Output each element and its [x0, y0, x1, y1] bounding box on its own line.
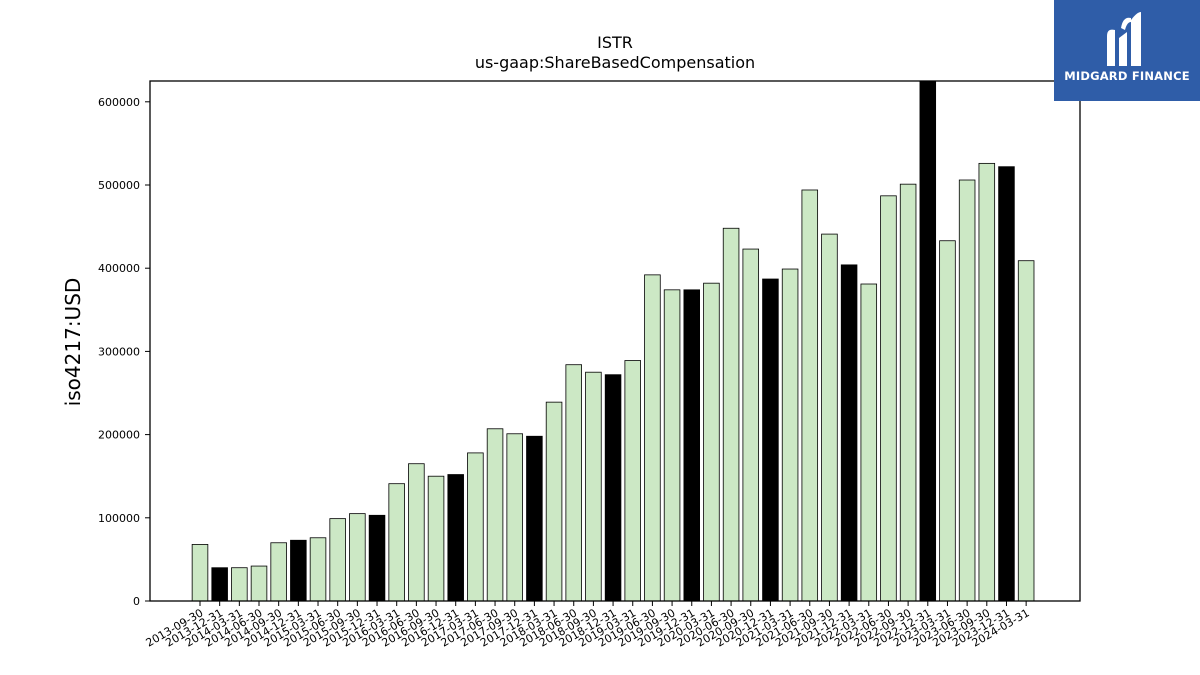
midgard-finance-logo: MIDGARD FINANCE — [1054, 0, 1200, 101]
bar-2020-03-31 — [703, 282, 720, 602]
y-tick-label: 0 — [133, 595, 140, 608]
bars-group — [191, 81, 1035, 602]
bar-2023-06-30 — [958, 179, 976, 602]
bar-2017-03-31 — [467, 452, 484, 602]
bar-2017-06-30 — [486, 428, 504, 602]
y-tick-label: 600000 — [98, 96, 140, 109]
bar-2015-06-30 — [329, 518, 346, 602]
bar-2014-06-30 — [250, 565, 268, 602]
bar-2020-09-30 — [742, 248, 760, 602]
x-ticks-group: 2013-09-302013-12-312014-03-312014-06-30… — [144, 601, 1032, 650]
y-tick-label: 500000 — [98, 179, 140, 192]
bar-2019-09-30 — [663, 289, 681, 602]
bar-2018-03-31 — [545, 401, 563, 602]
bar-2016-03-31 — [388, 483, 405, 602]
bar-2020-12-31 — [762, 278, 779, 602]
y-ticks-group: 0 100000 200000 300000 400000 500000 600000 — [98, 96, 150, 608]
bar-2018-12-31 — [604, 374, 622, 602]
y-tick-label: 100000 — [98, 512, 140, 525]
bar-2022-09-30 — [899, 183, 917, 602]
bar-2023-12-31 — [998, 166, 1015, 602]
plot-frame — [149, 80, 1081, 602]
bar-2024-03-31 — [1017, 260, 1035, 602]
bar-2023-09-30 — [978, 162, 996, 602]
bar-2017-09-30 — [506, 433, 523, 602]
chart-subtitle: us-gaap:ShareBasedCompensation — [475, 53, 755, 72]
bar-2021-06-30 — [801, 189, 819, 602]
bar-2021-12-31 — [840, 264, 858, 602]
bar-2013-09-30 — [191, 544, 209, 602]
bar-2015-12-31 — [368, 514, 386, 602]
bar-2014-09-30 — [270, 542, 287, 602]
bar-2019-06-30 — [644, 274, 661, 602]
y-tick-label: 300000 — [98, 345, 140, 358]
bar-2016-06-30 — [408, 463, 425, 602]
bar-2020-06-30 — [722, 227, 740, 602]
bar-2018-09-30 — [585, 371, 602, 602]
chart-title: ISTR — [597, 33, 633, 52]
y-tick-label: 200000 — [98, 429, 140, 442]
y-tick-label: 400000 — [98, 262, 140, 275]
bar-2015-03-31 — [309, 537, 327, 602]
bar-2017-12-31 — [526, 435, 543, 602]
bar-2014-12-31 — [290, 539, 307, 602]
bar-2022-12-31 — [919, 81, 937, 602]
bar-2015-09-30 — [349, 513, 366, 602]
logo-text: MIDGARD FINANCE — [1064, 69, 1190, 83]
bar-2022-03-31 — [860, 283, 878, 602]
bar-2014-03-31 — [231, 567, 248, 602]
bar-2013-12-31 — [211, 567, 228, 602]
bar-2021-03-31 — [781, 268, 799, 602]
bar-2019-12-31 — [683, 289, 701, 602]
bar-2021-09-30 — [821, 233, 838, 602]
midgard-logo-icon — [1107, 12, 1141, 67]
bar-2016-09-30 — [427, 475, 445, 602]
bar-2019-03-31 — [624, 360, 641, 602]
bar-2016-12-31 — [447, 474, 464, 602]
bar-2022-06-30 — [880, 195, 897, 602]
bar-2023-03-31 — [939, 240, 956, 602]
y-axis-label: iso4217:USD — [61, 278, 85, 407]
bar-2018-06-30 — [565, 364, 582, 602]
